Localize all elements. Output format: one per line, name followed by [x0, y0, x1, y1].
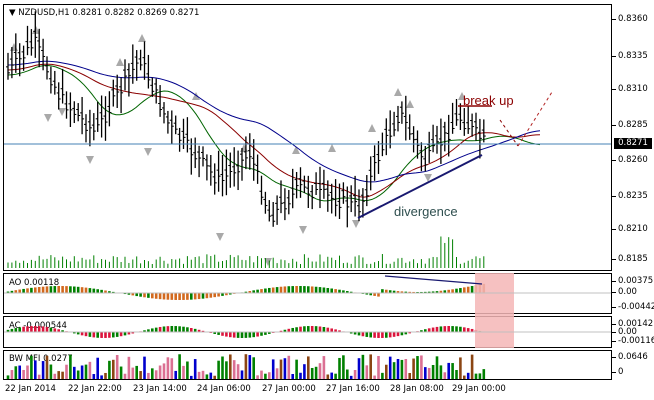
time-tick: 29 Jan 00:00 [452, 384, 506, 394]
symbol-header-text: NZDUSD,H1 0.8281 0.8282 0.8269 0.8271 [18, 8, 200, 18]
price-tick: 0.8335 [612, 51, 648, 61]
fractal-arrow-icon [44, 114, 52, 122]
fractal-arrow-icon [58, 108, 66, 116]
fractal-arrow-icon [406, 100, 414, 108]
collapse-triangle-icon[interactable]: ▼ [9, 8, 16, 18]
fractal-arrow-icon [86, 156, 94, 164]
price-axis[interactable]: 0.8360 0.8335 0.8310 0.8285 0.8260 0.823… [612, 4, 654, 271]
ac-axis[interactable]: 0.00142 0.00 -0.00116 [611, 316, 654, 348]
fractal-arrow-icon [144, 148, 152, 156]
time-tick: 23 Jan 14:00 [133, 384, 187, 394]
ao-tick: 0.00 [612, 287, 637, 297]
price-tick: 0.8210 [612, 224, 648, 234]
fractal-arrow-icon [368, 124, 376, 132]
symbol-header: ▼ NZDUSD,H1 0.8281 0.8282 0.8269 0.8271 [9, 8, 199, 18]
ao-header: AO 0.00118 [9, 278, 60, 288]
time-tick: 22 Jan 22:00 [68, 384, 122, 394]
bw-mfi-axis[interactable]: 0.0646 0 [611, 350, 654, 380]
fractal-arrow-icon [352, 220, 360, 228]
ac-header: AC -0.000544 [9, 321, 67, 331]
current-price-label: 0.8271 [614, 138, 652, 149]
ac-tick: 0.00 [612, 327, 637, 337]
time-tick: 28 Jan 08:00 [390, 384, 444, 394]
bw-mfi-header: BW MFI 0.0277 [9, 354, 73, 364]
fractal-arrow-icon [458, 92, 466, 100]
price-tick: 0.8285 [612, 120, 648, 130]
ao-axis[interactable]: 0.00375 0.00 -0.00442 [611, 273, 654, 314]
price-tick: 0.8360 [612, 14, 648, 24]
green-moving-average [7, 64, 541, 202]
ac-tick: 0.00142 [611, 319, 654, 329]
forecast-up-path[interactable] [517, 91, 553, 147]
fractal-arrow-icon [292, 146, 300, 154]
fractal-arrow-icon [32, 26, 40, 34]
price-tick: 0.8185 [612, 254, 648, 264]
price-tick: 0.8235 [612, 191, 648, 201]
ao-tick: 0.00375 [611, 276, 654, 286]
fractal-arrow-icon [116, 58, 124, 66]
time-tick: 27 Jan 00:00 [262, 384, 316, 394]
red-moving-average [7, 63, 541, 198]
price-tick: 0.8260 [612, 155, 648, 165]
price-tick: 0.8310 [612, 84, 648, 94]
fractal-arrow-icon [240, 144, 248, 152]
blue-moving-average [7, 60, 541, 183]
time-tick: 27 Jan 16:00 [326, 384, 380, 394]
divergence-annotation[interactable]: divergence [394, 204, 458, 219]
fractal-arrow-icon [10, 43, 18, 51]
forecast-highlight [475, 273, 514, 348]
forecast-down-path[interactable] [499, 119, 519, 147]
time-tick: 22 Jan 2014 [5, 384, 56, 394]
fractal-arrow-icon [299, 226, 307, 234]
bw-tick: 0 [611, 367, 624, 377]
fractal-arrow-icon [264, 258, 272, 266]
ao-divergence-line[interactable] [384, 275, 483, 285]
fractal-arrow-icon [328, 144, 336, 152]
fractal-arrow-icon [394, 88, 402, 96]
fractal-arrow-icon [424, 174, 432, 182]
break-up-annotation[interactable]: break up [463, 93, 514, 108]
divergence-line[interactable] [357, 154, 483, 219]
fractal-arrow-icon [138, 34, 146, 42]
fractal-arrow-icon [192, 92, 200, 100]
ao-tick: -0.00442 [611, 302, 654, 312]
fractal-arrow-icon [216, 233, 224, 241]
ac-tick: -0.00116 [611, 336, 654, 346]
time-tick: 24 Jan 06:00 [197, 384, 251, 394]
bw-tick: 0.0646 [612, 352, 648, 362]
price-chart-panel[interactable]: ▼ NZDUSD,H1 0.8281 0.8282 0.8269 0.8271 [3, 4, 612, 271]
